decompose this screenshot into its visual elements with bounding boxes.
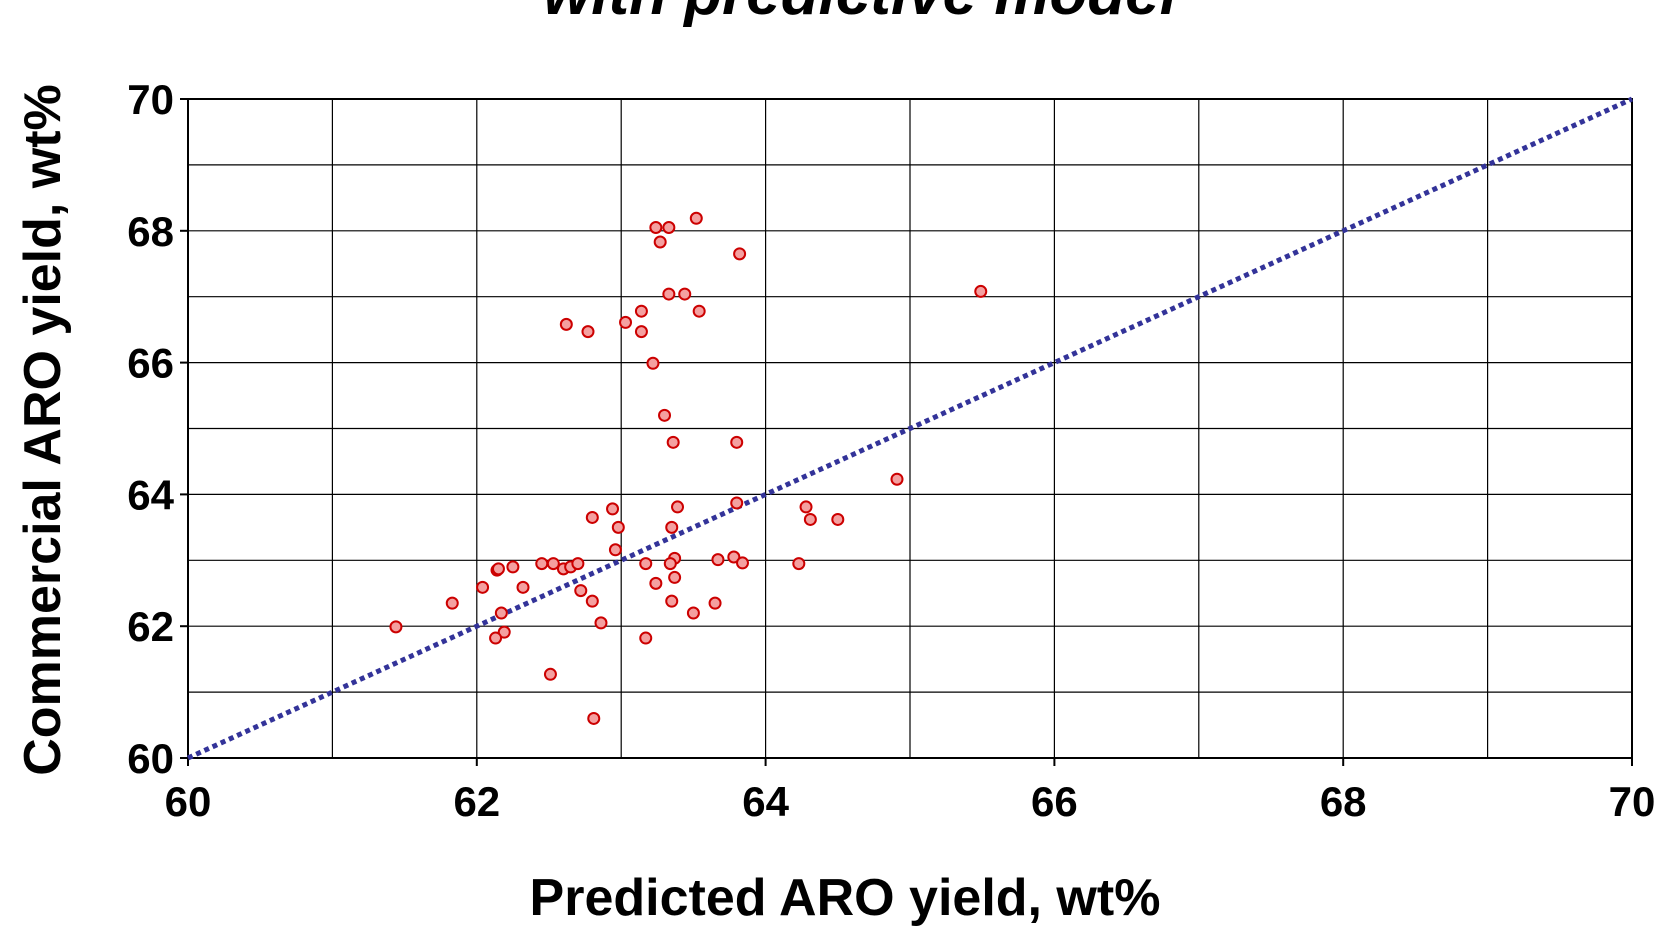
point [686, 606, 700, 620]
y-tick-label: 68 [127, 208, 174, 255]
point [831, 512, 845, 526]
point [727, 550, 741, 564]
point [497, 625, 511, 639]
point [974, 284, 988, 298]
x-tick-label: 68 [1320, 778, 1367, 825]
point [494, 606, 508, 620]
point [587, 711, 601, 725]
point [516, 580, 530, 594]
point [730, 435, 744, 449]
point [665, 520, 679, 534]
point [671, 500, 685, 514]
point [608, 543, 622, 557]
point [711, 553, 725, 567]
point [543, 667, 557, 681]
point [799, 500, 813, 514]
point [581, 325, 595, 339]
point [389, 620, 403, 634]
point [662, 221, 676, 235]
point [639, 631, 653, 645]
point [634, 304, 648, 318]
point [571, 557, 585, 571]
y-axis-title: Commercial ARO yield, wt% [14, 84, 72, 776]
point [445, 596, 459, 610]
point [535, 557, 549, 571]
x-axis-title: Predicted ARO yield, wt% [530, 869, 1161, 927]
y-tick-label: 70 [127, 76, 174, 123]
point [606, 502, 620, 516]
point [803, 512, 817, 526]
point [708, 596, 722, 610]
y-tick-label: 64 [127, 471, 174, 518]
point [735, 556, 749, 570]
point [489, 631, 503, 645]
point [658, 408, 672, 422]
identity-line [186, 96, 1634, 761]
point [692, 304, 706, 318]
x-tick-label: 66 [1031, 778, 1078, 825]
point [792, 557, 806, 571]
point [594, 616, 608, 630]
point [491, 562, 505, 576]
y-tick-label: 62 [127, 603, 174, 650]
point [666, 435, 680, 449]
point [730, 496, 744, 510]
x-tick-label: 60 [165, 778, 212, 825]
point [689, 211, 703, 225]
point [476, 580, 490, 594]
point [585, 594, 599, 608]
y-tick-label: 60 [127, 735, 174, 782]
point [668, 570, 682, 584]
point [649, 576, 663, 590]
point [574, 584, 588, 598]
point [611, 520, 625, 534]
point [585, 510, 599, 524]
point [619, 315, 633, 329]
point [639, 557, 653, 571]
x-tick-label: 64 [742, 778, 789, 825]
x-tick-label: 62 [453, 778, 500, 825]
point [663, 557, 677, 571]
point [559, 317, 573, 331]
point [890, 472, 904, 486]
point [733, 247, 747, 261]
point [634, 325, 648, 339]
point [506, 560, 520, 574]
x-tick-label: 70 [1609, 778, 1656, 825]
point [662, 287, 676, 301]
point [546, 557, 560, 571]
point [653, 235, 667, 249]
chart-title: with predictive model [543, 0, 1179, 28]
point [678, 287, 692, 301]
point [646, 356, 660, 370]
plot-frame [187, 98, 1633, 759]
point [649, 221, 663, 235]
y-tick-label: 66 [127, 340, 174, 387]
point [665, 594, 679, 608]
